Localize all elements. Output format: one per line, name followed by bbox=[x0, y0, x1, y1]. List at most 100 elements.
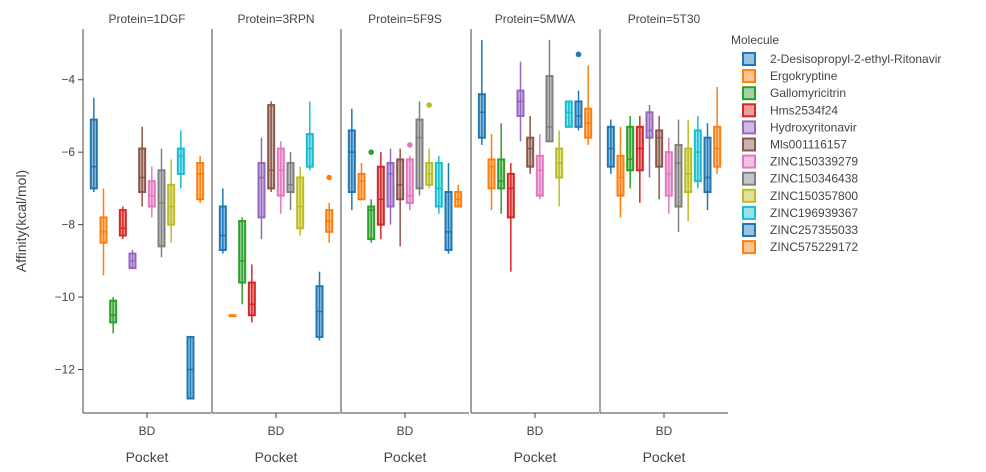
box-iqr bbox=[545, 75, 554, 143]
legend-item: Hydroxyritonavir bbox=[742, 120, 857, 135]
x-axis-title: Pocket bbox=[384, 449, 427, 465]
legend-label: Gallomyricitrin bbox=[770, 86, 846, 100]
box-Hms2534f24 bbox=[376, 152, 385, 240]
box-ZINC150357800 bbox=[555, 130, 564, 207]
legend-label: ZINC150357800 bbox=[770, 189, 858, 203]
box-outlier-point bbox=[407, 142, 413, 148]
box-iqr bbox=[516, 89, 525, 117]
box-2-Desisopropyl-2-ethyl-Ritonavir bbox=[477, 39, 486, 145]
box-iqr bbox=[376, 165, 385, 226]
x-tick-label: BD bbox=[527, 424, 544, 438]
box-iqr bbox=[247, 281, 256, 317]
box-Hydroxyritonavir bbox=[386, 148, 395, 225]
legend-swatch bbox=[742, 69, 756, 84]
box-2-Desisopropyl-2-ethyl-Ritonavir bbox=[218, 188, 227, 254]
box-iqr bbox=[703, 136, 712, 194]
box-ZINC257355033 bbox=[574, 51, 583, 131]
box-iqr bbox=[684, 147, 693, 194]
box-ZINC575229172 bbox=[713, 86, 722, 174]
box-ZINC150357800 bbox=[296, 166, 305, 236]
box-iqr bbox=[157, 169, 166, 248]
box-ZINC257355033 bbox=[186, 335, 195, 400]
y-tick-label: −12 bbox=[55, 363, 76, 377]
legend-label: ZINC150339279 bbox=[770, 155, 858, 169]
box-iqr bbox=[176, 147, 185, 175]
legend-item: ZINC150339279 bbox=[742, 154, 858, 169]
box-iqr bbox=[626, 125, 635, 172]
box-2-Desisopropyl-2-ethyl-Ritonavir bbox=[89, 97, 98, 193]
box-ZINC150339279 bbox=[147, 166, 156, 218]
box-Ergokryptine bbox=[616, 126, 625, 218]
legend-item: ZINC575229172 bbox=[742, 240, 858, 255]
x-axis-title: Pocket bbox=[643, 449, 686, 465]
box-Gallomyricitrin bbox=[109, 297, 118, 334]
box-iqr bbox=[109, 299, 118, 324]
box-iqr bbox=[347, 129, 356, 194]
box-ZINC257355033 bbox=[315, 271, 324, 341]
box-ZINC150339279 bbox=[405, 142, 414, 211]
legend-label: 2-Desisopropyl-2-ethyl-Ritonavir bbox=[770, 52, 941, 66]
legend-item: Ergokryptine bbox=[742, 69, 838, 84]
box-iqr bbox=[89, 118, 98, 190]
legend-item: ZINC196939367 bbox=[742, 205, 858, 220]
box-iqr bbox=[296, 176, 305, 230]
box-Gallomyricitrin bbox=[626, 115, 635, 189]
legend-item: ZINC150346438 bbox=[742, 171, 858, 186]
box-2-Desisopropyl-2-ethyl-Ritonavir bbox=[606, 119, 615, 174]
legend-item: ZINC257355033 bbox=[742, 223, 858, 237]
box-iqr bbox=[396, 158, 405, 201]
boxes-layer bbox=[89, 39, 722, 400]
legend-swatch bbox=[742, 223, 756, 237]
x-axis-title: Pocket bbox=[255, 449, 298, 465]
panel-title: Protein=1DGF bbox=[108, 12, 185, 26]
box-iqr bbox=[257, 162, 266, 219]
box-outlier-point bbox=[326, 174, 332, 181]
box-iqr bbox=[357, 172, 366, 201]
x-tick-label: BD bbox=[397, 424, 414, 438]
box-iqr bbox=[167, 183, 176, 226]
box-Hms2534f24 bbox=[247, 264, 256, 323]
legend-swatch bbox=[742, 103, 756, 118]
box-Ergokryptine bbox=[357, 163, 366, 201]
box-iqr bbox=[713, 125, 722, 168]
legend-item: ZINC150357800 bbox=[742, 188, 858, 203]
x-tick-label: BD bbox=[268, 424, 285, 438]
legend-label: Ergokryptine bbox=[770, 69, 838, 83]
y-tick-label: −8 bbox=[61, 218, 75, 232]
box-Mls001116157 bbox=[655, 115, 664, 200]
box-Gallomyricitrin bbox=[497, 123, 506, 214]
box-iqr bbox=[218, 205, 227, 251]
legend-swatch bbox=[742, 86, 756, 101]
box-ZINC150339279 bbox=[276, 141, 285, 214]
legend-swatch bbox=[742, 188, 756, 203]
legend-label: ZINC196939367 bbox=[770, 206, 858, 220]
box-iqr bbox=[477, 93, 486, 139]
box-Gallomyricitrin bbox=[238, 217, 247, 305]
box-ZINC150346438 bbox=[286, 152, 295, 211]
box-Ergokryptine bbox=[99, 188, 108, 276]
box-iqr bbox=[444, 191, 453, 251]
x-tick-label: BD bbox=[139, 424, 156, 438]
legend-swatch bbox=[742, 171, 756, 186]
box-iqr bbox=[606, 125, 615, 168]
box-Hms2534f24 bbox=[635, 115, 644, 203]
box-Ergokryptine bbox=[228, 314, 237, 318]
box-ZINC150346438 bbox=[674, 119, 683, 232]
panel-title: Protein=5F9S bbox=[368, 12, 442, 26]
box-iqr bbox=[674, 143, 683, 208]
box-iqr bbox=[305, 133, 314, 168]
legend-item: Mls001116157 bbox=[742, 137, 847, 152]
box-ZINC150346438 bbox=[415, 101, 424, 196]
box-ZINC575229172 bbox=[196, 155, 205, 203]
legend-swatch bbox=[742, 137, 756, 152]
box-Mls001116157 bbox=[138, 126, 147, 207]
box-iqr bbox=[186, 335, 195, 400]
box-Hydroxyritonavir bbox=[128, 249, 137, 270]
x-axis-title: Pocket bbox=[514, 449, 557, 465]
box-iqr bbox=[506, 172, 515, 219]
box-iqr bbox=[118, 209, 127, 237]
box-Ergokryptine bbox=[487, 134, 496, 211]
box-2-Desisopropyl-2-ethyl-Ritonavir bbox=[347, 108, 356, 211]
y-tick-label: −10 bbox=[55, 290, 76, 304]
box-iqr bbox=[645, 111, 654, 139]
